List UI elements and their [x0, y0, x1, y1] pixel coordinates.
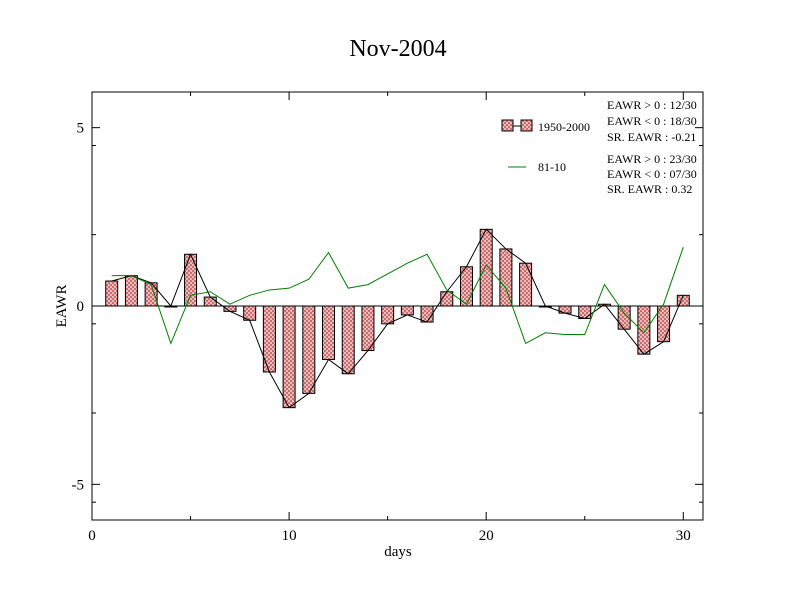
y-tick-label-5: 5 [77, 121, 85, 137]
chart-title: Nov-2004 [349, 36, 446, 62]
legend-stat-81-10-sr: SR. EAWR : 0.32 [607, 182, 692, 196]
x-tick-label-30: 30 [676, 528, 691, 544]
bar-day-28 [637, 305, 651, 355]
bar-day-11 [302, 305, 316, 394]
bar-day-13 [341, 305, 355, 375]
bar-day-21 [499, 248, 513, 307]
legend-stat-1950-2000-negative: EAWR < 0 : 18/30 [607, 114, 697, 128]
lines-layer [111, 228, 684, 409]
legend-label-81-10: 81-10 [538, 160, 566, 174]
series-line-1950-2000 [111, 228, 684, 409]
axes-layer: 0 10 20 30 -5 0 5 [72, 92, 703, 544]
bars-layer [105, 228, 690, 409]
x-tick-label-20: 20 [479, 528, 494, 544]
y-tick-label--5: -5 [72, 477, 85, 493]
bar-day-22 [519, 262, 533, 307]
legend-stat-81-10-positive: EAWR > 0 : 23/30 [607, 152, 697, 166]
bar-day-5 [184, 253, 198, 307]
bar-day-25 [578, 305, 592, 319]
bar-day-3 [144, 282, 158, 307]
bar-day-17 [420, 305, 434, 323]
bar-day-14 [361, 305, 375, 352]
bar-day-16 [400, 305, 414, 316]
y-axis-label: EAWR [54, 285, 70, 328]
x-axis-label: days [384, 544, 412, 560]
bar-day-29 [657, 305, 671, 343]
bar-day-2 [124, 275, 138, 307]
y-tick-label-0: 0 [77, 299, 85, 315]
bar-day-6 [203, 296, 217, 307]
legend-bar-swatch-left [501, 119, 514, 132]
legend-stat-81-10-negative: EAWR < 0 : 07/30 [607, 167, 697, 181]
legend-bar-swatch-right [520, 119, 533, 132]
series-line-81-10 [111, 246, 684, 345]
x-tick-label-10: 10 [282, 528, 297, 544]
bar-day-10 [282, 305, 296, 409]
bar-day-20 [479, 228, 493, 307]
legend: 1950-2000 EAWR > 0 : 12/30 EAWR < 0 : 18… [501, 98, 697, 196]
bar-day-1 [105, 280, 119, 307]
bar-day-15 [381, 305, 395, 325]
x-tick-label-0: 0 [88, 528, 96, 544]
bar-day-12 [322, 305, 336, 360]
legend-stat-1950-2000-positive: EAWR > 0 : 12/30 [607, 98, 697, 112]
legend-label-1950-2000: 1950-2000 [538, 120, 590, 134]
legend-stat-1950-2000-sr: SR. EAWR : -0.21 [607, 130, 696, 144]
